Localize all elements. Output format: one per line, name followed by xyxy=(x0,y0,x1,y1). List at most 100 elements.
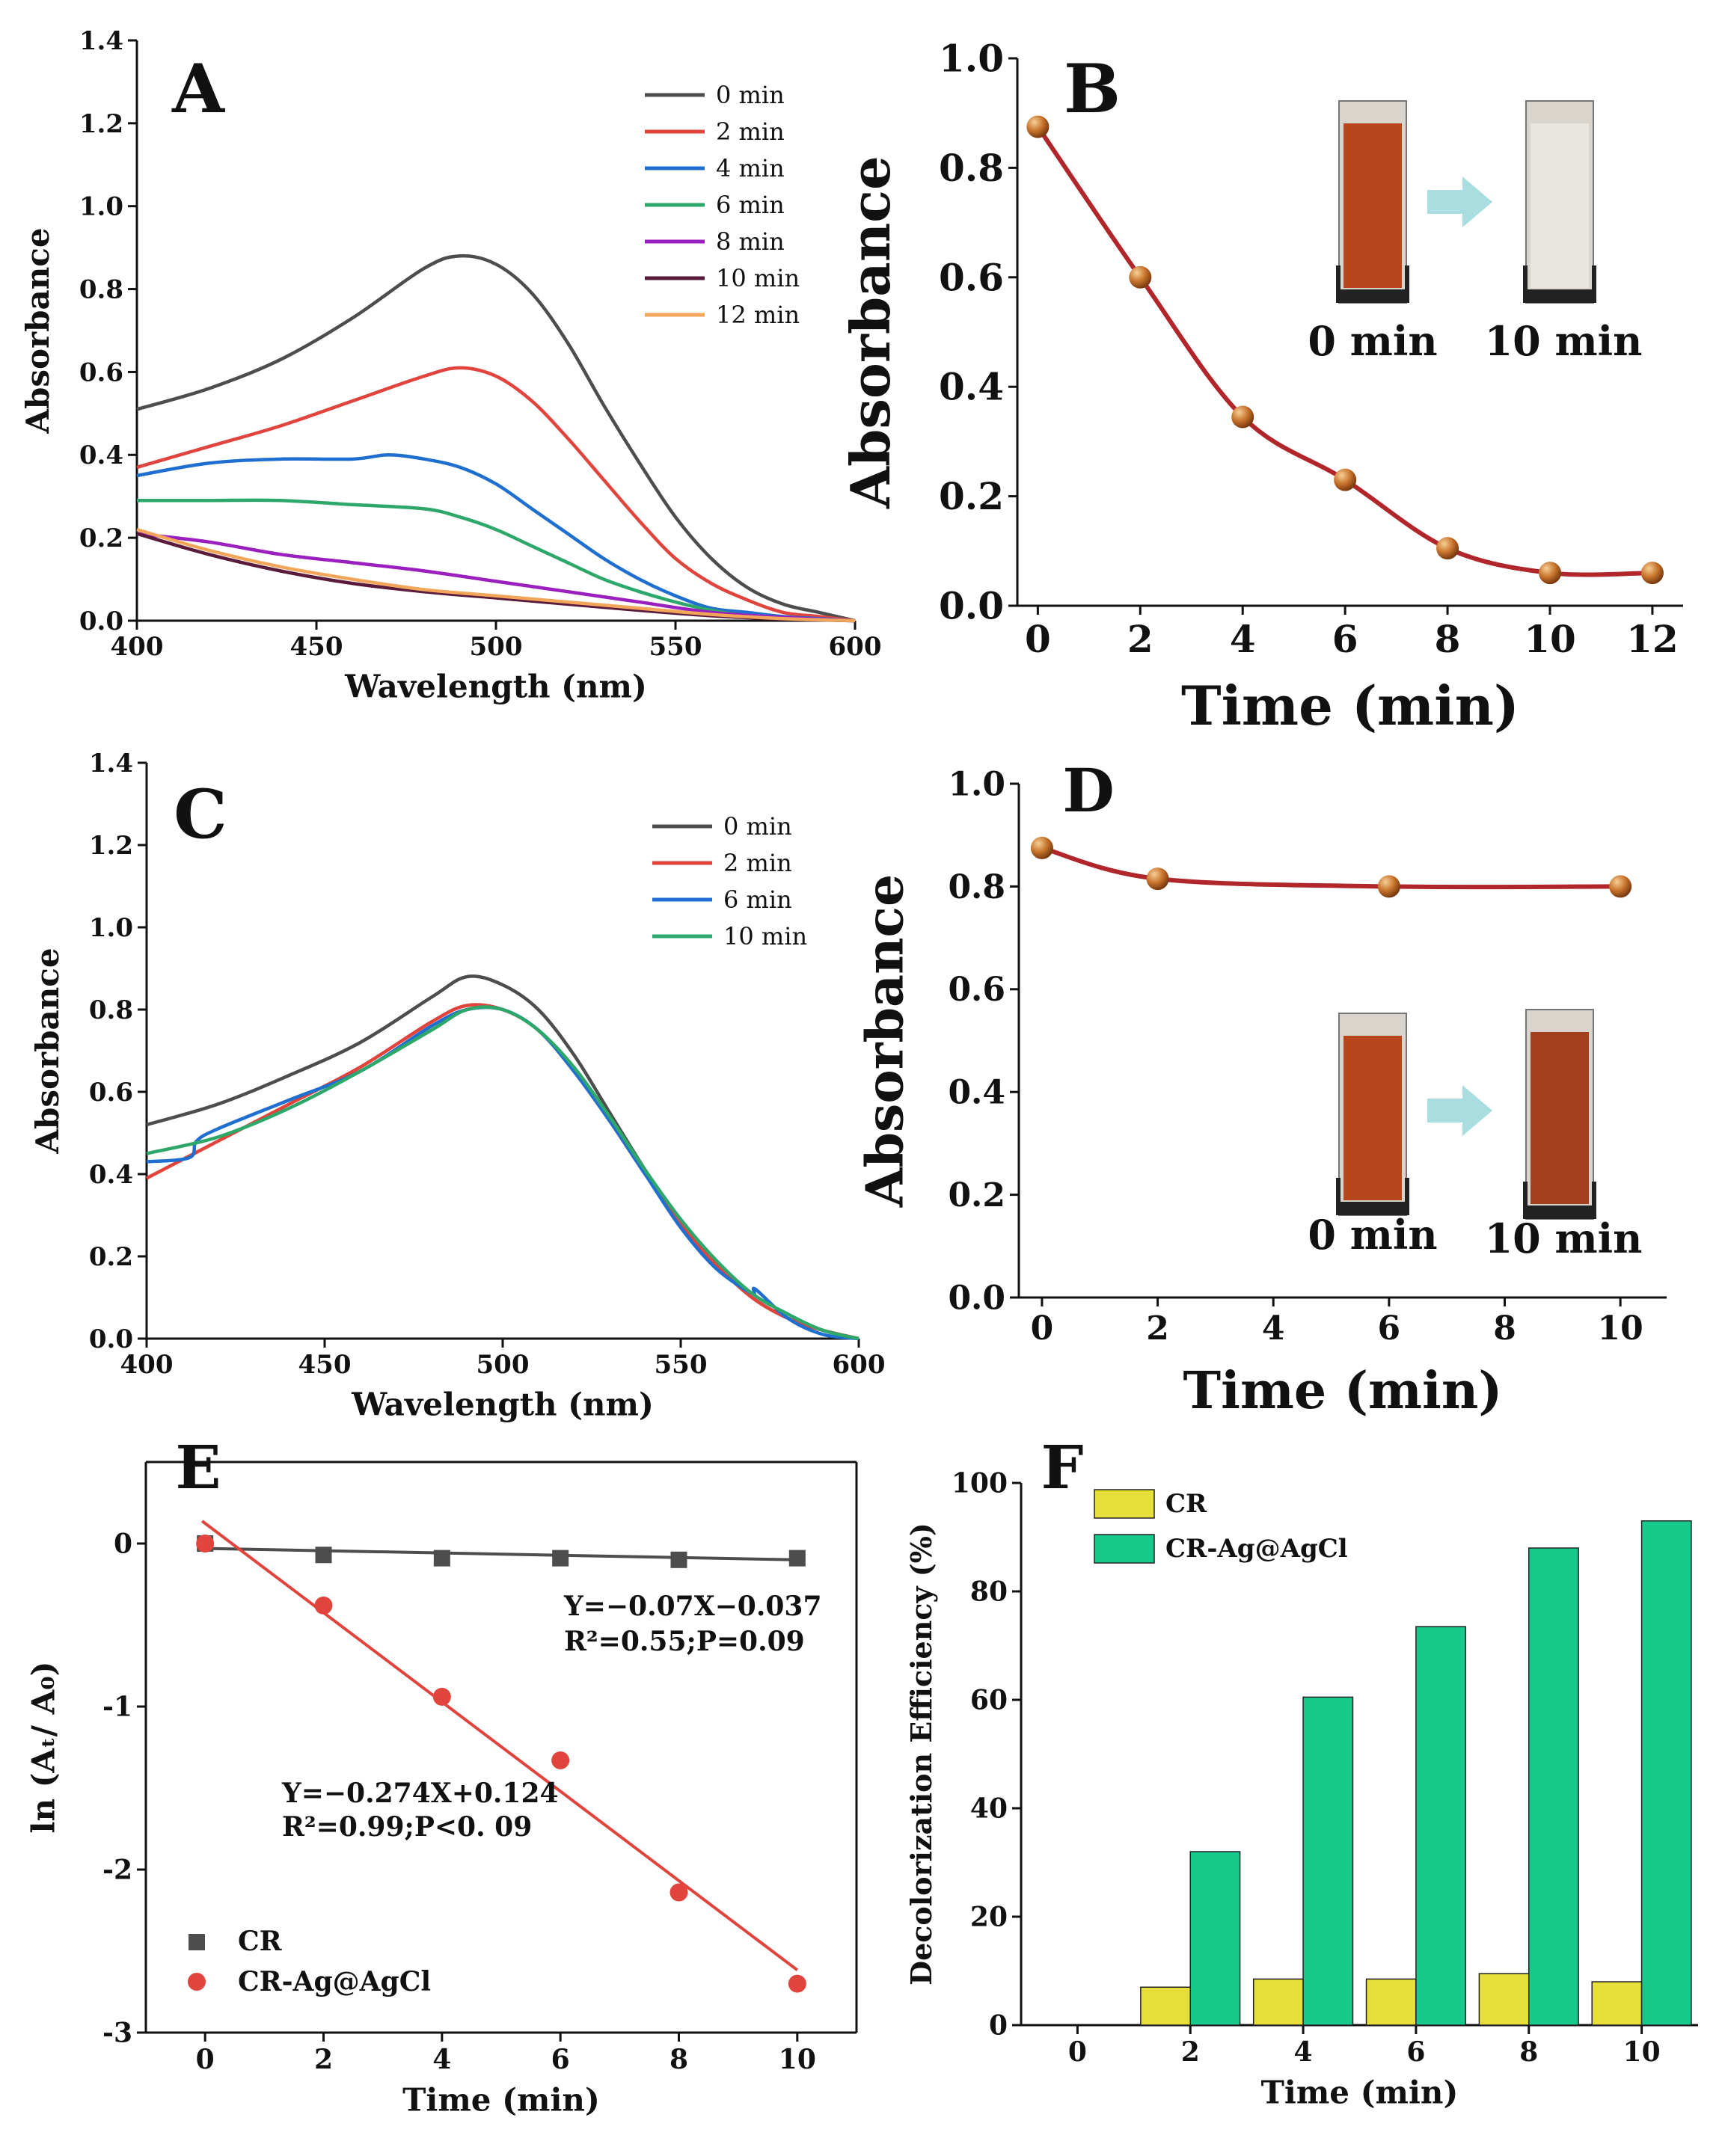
y-tick-label: 0.2 xyxy=(89,1242,133,1272)
data-point xyxy=(1231,405,1254,429)
cuvette-inset: 0 min 10 min xyxy=(1308,1009,1643,1262)
inset-label-0-min: 0 min xyxy=(1308,1211,1437,1259)
legend-label: CR-Ag@AgCl xyxy=(1165,1534,1348,1564)
y-tick-label: 1.0 xyxy=(939,37,1004,81)
cuvette-inset: 0 min 10 min xyxy=(1308,100,1642,365)
y-tick-label: 1.2 xyxy=(79,109,123,139)
legend-label: CR xyxy=(238,1926,283,1957)
cuvette-0-min xyxy=(1336,100,1409,304)
data-point xyxy=(1129,265,1152,289)
y-tick-label: 0.6 xyxy=(948,971,1005,1009)
y-tick-label: 1.0 xyxy=(948,765,1005,803)
y-tick-label: 0.2 xyxy=(939,474,1004,518)
x-tick-label: 8 xyxy=(1435,617,1461,661)
y-tick-label: 1.4 xyxy=(79,26,123,56)
series-line-4-min xyxy=(136,453,856,623)
y-tick-label: 1.2 xyxy=(89,831,133,861)
panel-label: B xyxy=(1064,49,1121,129)
x-tick-label: 400 xyxy=(120,1350,174,1380)
axes-e xyxy=(144,1461,858,2034)
plot-area xyxy=(145,974,860,1341)
y-tick-label: 100 xyxy=(952,1468,1008,1499)
x-tick-label: 6 xyxy=(1406,2036,1425,2068)
legend-marker xyxy=(189,1934,205,1950)
inset-label-0-min: 0 min xyxy=(1308,317,1437,365)
y-tick-label: -3 xyxy=(102,2018,132,2049)
y-tick-label: 0.6 xyxy=(79,357,123,387)
cuvette-liquid xyxy=(1343,123,1402,288)
x-tick-label: 500 xyxy=(470,632,523,662)
bar-CR-2 xyxy=(1140,1986,1191,2026)
y-tick-label: 0.8 xyxy=(89,995,133,1025)
y-tick-label: 0.2 xyxy=(79,523,123,553)
x-tick-label: 4 xyxy=(1262,1309,1285,1348)
cuvette-holder-right xyxy=(1592,1182,1596,1219)
series-line-6-min xyxy=(146,1005,860,1341)
x-tick-label: 550 xyxy=(655,1350,708,1380)
legend-label: 4 min xyxy=(716,154,785,182)
y-axis-title: Decolorization Efficiency (%) xyxy=(904,1523,938,1985)
bar-CR-Ag@AgCl-4 xyxy=(1302,1696,1354,2026)
series-line-12-min xyxy=(136,527,856,623)
y-tick-label: 0.0 xyxy=(79,606,123,636)
y-tick-label: 60 xyxy=(970,1685,1008,1716)
y-axis-title: Absorbance xyxy=(839,156,902,509)
y-tick-label: 1.0 xyxy=(89,913,133,943)
x-tick-label: 2 xyxy=(1146,1309,1169,1348)
x-tick-label: 2 xyxy=(1181,2036,1200,2068)
y-tick-label: 20 xyxy=(970,1902,1008,1933)
y-tick-label: 0 xyxy=(114,1529,132,1560)
panel-label: E xyxy=(176,1432,221,1502)
x-axis-title: Time (min) xyxy=(1261,2074,1459,2111)
series-line-8-min xyxy=(136,532,856,623)
y-tick-label: 0.8 xyxy=(948,868,1005,906)
data-point xyxy=(670,1883,688,1902)
y-axis-title: ln (Aₜ/ A₀) xyxy=(25,1662,62,1834)
plot-area xyxy=(1030,836,1632,898)
legend-swatch xyxy=(1094,1534,1155,1564)
data-point xyxy=(1436,537,1459,560)
data-point xyxy=(1026,115,1050,138)
x-tick-label: 4 xyxy=(432,2044,451,2075)
legend: CR CR-Ag@AgCl xyxy=(1094,1489,1348,1564)
axes-b xyxy=(1016,58,1683,607)
arrow-icon xyxy=(1427,176,1492,227)
panel-c: 400 450 500 550 600 0.0 0.2 0.4 0.6 0.8 1.0 1.2 1.4 W… xyxy=(29,749,885,1423)
x-axis-title: Time (min) xyxy=(402,2082,600,2119)
cuvette-liquid xyxy=(1531,1032,1589,1204)
legend-label: 12 min xyxy=(716,301,800,329)
y-tick-label: 40 xyxy=(970,1793,1008,1825)
x-tick-label: 0 xyxy=(1025,617,1051,661)
y-axis-title: Absorbance xyxy=(19,227,56,434)
legend: 0 min 2 min 6 min 10 min xyxy=(652,812,807,950)
data-point xyxy=(315,1547,332,1564)
x-tick-label: 6 xyxy=(551,2044,570,2075)
legend-label: CR xyxy=(1165,1489,1207,1519)
cuvette-holder-left xyxy=(1523,265,1528,303)
data-point xyxy=(1334,468,1357,491)
cuvette-10-min xyxy=(1523,100,1596,304)
x-tick-label: 10 xyxy=(1598,1309,1643,1348)
plot-area xyxy=(1026,115,1664,585)
x-axis-title: Time (min) xyxy=(1183,1361,1503,1421)
cuvette-holder-right xyxy=(1405,1178,1409,1215)
inset-label-10-min: 10 min xyxy=(1485,1214,1643,1262)
y-tick-label: 0.6 xyxy=(939,255,1004,299)
annotation-cr-equation: Y=−0.07X−0.037 xyxy=(563,1591,822,1622)
bar-CR-Ag@AgCl-10 xyxy=(1640,1520,1692,2026)
bar-CR-4 xyxy=(1252,1978,1304,2026)
y-tick-label: 0.4 xyxy=(948,1074,1005,1112)
x-tick-label: 6 xyxy=(1378,1309,1401,1348)
y-tick-label: 0.4 xyxy=(939,365,1004,409)
series-line-0-min xyxy=(146,974,860,1341)
cuvette-base xyxy=(1339,289,1406,303)
y-tick-label: 0.8 xyxy=(79,274,123,304)
x-tick-label: 0 xyxy=(196,2044,215,2075)
data-point xyxy=(552,1550,569,1567)
legend-marker xyxy=(188,1973,206,1991)
bar-CR-Ag@AgCl-8 xyxy=(1528,1547,1579,2026)
arrow-icon xyxy=(1427,1085,1492,1136)
annotation-cr-r2: R²=0.55;P=0.09 xyxy=(564,1626,805,1657)
